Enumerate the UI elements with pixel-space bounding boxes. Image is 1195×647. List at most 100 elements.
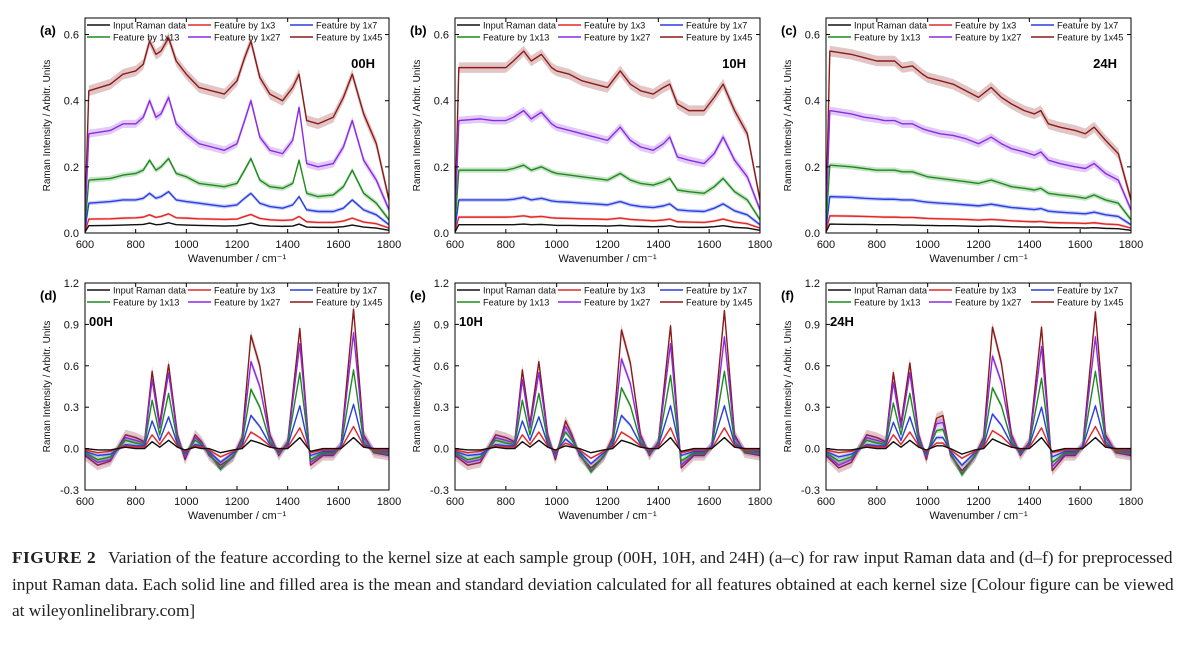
y-tick-label: -0.3: [430, 485, 449, 497]
legend-label: Feature by 1x7: [686, 286, 747, 296]
std-band: [455, 332, 760, 475]
legend-label: Feature by 1x45: [686, 33, 752, 43]
legend-label: Input Raman data: [854, 21, 928, 31]
plot-area: [826, 45, 1131, 233]
x-tick-label: 800: [868, 239, 886, 251]
legend-label: Feature by 1x7: [316, 21, 377, 31]
x-tick-label: 1400: [1017, 239, 1041, 251]
series-line: [455, 164, 760, 227]
x-tick-label: 1800: [1119, 239, 1143, 251]
y-tick-label: 0.0: [64, 444, 79, 456]
y-tick-label: 0.6: [434, 30, 449, 42]
x-axis-label: Wavenumber / cm⁻¹: [558, 510, 657, 522]
x-tick-label: 600: [446, 239, 464, 251]
series-line: [826, 436, 1131, 455]
legend-label: Feature by 1x13: [483, 33, 549, 43]
x-tick-label: 1000: [915, 239, 939, 251]
std-band: [455, 106, 760, 228]
x-tick-label: 1200: [225, 496, 249, 508]
x-tick-label: 600: [817, 496, 835, 508]
chart-panel: 600 800 1000 1200 1400 1600 1800 -0.3 0.0 0.3 0.6 0…: [781, 278, 1143, 522]
y-tick-label: 0.2: [805, 162, 820, 174]
x-tick-label: 1800: [377, 496, 401, 508]
y-tick-label: 0.2: [64, 162, 79, 174]
x-tick-label: 1200: [966, 496, 990, 508]
x-axis-label: Wavenumber / cm⁻¹: [188, 253, 287, 265]
series-line: [85, 403, 389, 464]
plot-area: [826, 306, 1131, 478]
series-line: [85, 425, 389, 458]
plot-frame: [84, 282, 390, 491]
x-tick-label: 1600: [1068, 496, 1092, 508]
x-tick-label: 1600: [697, 239, 721, 251]
series-line: [455, 427, 760, 459]
series-line: [826, 425, 1131, 459]
y-tick-label: 0.6: [64, 30, 79, 42]
y-tick-label: 0.2: [434, 162, 449, 174]
legend-label: Feature by 1x3: [955, 21, 1016, 31]
y-tick-label: 0.9: [434, 319, 449, 331]
std-band: [85, 212, 389, 233]
y-tick-label: 1.2: [805, 278, 820, 290]
legend-label: Feature by 1x13: [483, 298, 549, 308]
x-tick-label: 1600: [326, 496, 350, 508]
y-axis-label: Raman Intensity / Arbitr. Units: [783, 60, 794, 192]
x-tick-label: 1200: [966, 239, 990, 251]
series-line: [826, 223, 1131, 233]
legend-label: Feature by 1x7: [316, 286, 377, 296]
x-axis-label: Wavenumber / cm⁻¹: [558, 253, 657, 265]
series-line: [826, 164, 1131, 227]
legend: Input Raman data Feature by 1x3 Feature by…: [87, 286, 382, 308]
x-tick-label: 800: [126, 239, 144, 251]
x-tick-label: 1800: [377, 239, 401, 251]
y-tick-label: 0.4: [805, 96, 820, 108]
x-tick-label: 800: [497, 239, 515, 251]
x-tick-label: 1000: [174, 239, 198, 251]
series-line: [455, 215, 760, 232]
legend-label: Feature by 1x45: [1057, 33, 1123, 43]
series-line: [455, 405, 760, 465]
legend-label: Feature by 1x27: [214, 298, 280, 308]
std-band: [826, 106, 1131, 228]
series-line: [826, 195, 1131, 230]
x-tick-label: 600: [446, 496, 464, 508]
chart-panel: 600 800 1000 1200 1400 1600 1800 -0.3 0.0 0.3 0.6 0…: [410, 278, 772, 522]
panel-label: (c): [781, 23, 797, 38]
y-axis-label: Raman Intensity / Arbitr. Units: [42, 60, 53, 192]
y-tick-label: 0.3: [805, 402, 820, 414]
x-axis-label: Wavenumber / cm⁻¹: [929, 253, 1028, 265]
legend-label: Input Raman data: [113, 286, 187, 296]
series-line: [455, 109, 760, 224]
y-axis-label: Raman Intensity / Arbitr. Units: [412, 60, 423, 192]
legend-label: Feature by 1x13: [854, 298, 920, 308]
y-tick-label: 0.0: [434, 228, 449, 240]
std-band: [455, 214, 760, 233]
y-tick-label: 0.4: [64, 96, 79, 108]
legend: Input Raman data Feature by 1x3 Feature by…: [828, 21, 1123, 43]
legend: Input Raman data Feature by 1x3 Feature by…: [457, 21, 752, 43]
chart-panel: 600 800 1000 1200 1400 1600 1800 0.0 0.2 0.4 0.6 Wa…: [410, 17, 772, 265]
series-line: [85, 213, 389, 232]
legend-label: Feature by 1x27: [214, 33, 280, 43]
y-tick-label: 0.6: [64, 361, 79, 373]
legend: Input Raman data Feature by 1x3 Feature by…: [828, 286, 1123, 308]
plot-area: [455, 45, 760, 233]
legend-label: Feature by 1x3: [584, 21, 645, 31]
series-line: [455, 50, 760, 217]
legend-label: Feature by 1x3: [955, 286, 1016, 296]
std-band: [826, 45, 1131, 222]
series-line: [826, 50, 1131, 217]
x-tick-label: 1800: [748, 496, 772, 508]
chart-panel: 600 800 1000 1200 1400 1600 1800 -0.3 0.0 0.3 0.6 0…: [40, 278, 401, 522]
legend-label: Input Raman data: [483, 286, 557, 296]
group-label: 00H: [351, 56, 375, 71]
x-tick-label: 1400: [1017, 496, 1041, 508]
legend-label: Feature by 1x13: [113, 298, 179, 308]
x-tick-label: 1400: [275, 496, 299, 508]
legend-label: Feature by 1x27: [955, 298, 1021, 308]
y-axis-label: Raman Intensity / Arbitr. Units: [783, 321, 794, 453]
x-tick-label: 1200: [595, 239, 619, 251]
legend-label: Feature by 1x3: [214, 286, 275, 296]
y-axis-label: Raman Intensity / Arbitr. Units: [42, 321, 53, 453]
series-line: [455, 436, 760, 454]
